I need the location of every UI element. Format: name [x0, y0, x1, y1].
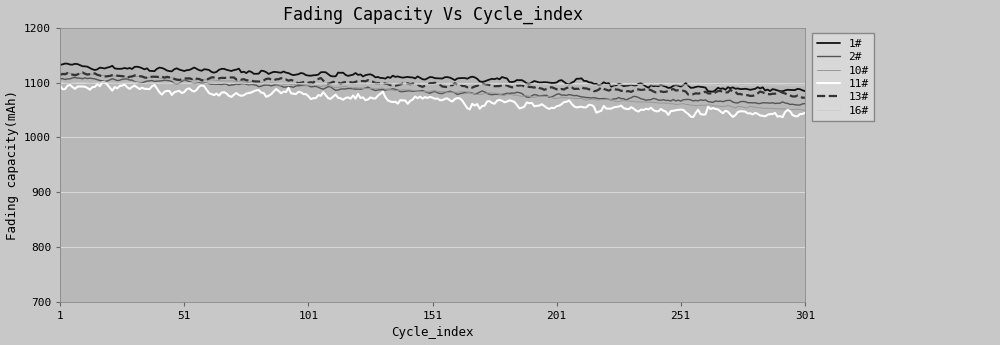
2# [642, 98, 654, 102]
13# [54, 73, 66, 77]
13# [799, 96, 811, 100]
16# [357, 81, 369, 86]
10# [54, 71, 66, 75]
1# [54, 63, 66, 67]
Line: 2#: 2# [60, 78, 805, 105]
1# [749, 87, 761, 91]
16# [714, 83, 726, 88]
2# [794, 103, 806, 107]
16# [642, 83, 654, 87]
2# [357, 87, 369, 91]
X-axis label: Cycle_index: Cycle_index [391, 326, 474, 339]
1# [707, 90, 719, 94]
16# [685, 83, 697, 87]
1# [685, 86, 697, 90]
10# [685, 103, 697, 107]
10# [799, 108, 811, 112]
11# [799, 111, 811, 115]
2# [685, 98, 697, 102]
Line: 11#: 11# [60, 82, 805, 117]
2# [747, 101, 759, 105]
11# [382, 98, 394, 102]
Line: 13#: 13# [60, 72, 805, 98]
13# [566, 85, 578, 89]
11# [357, 95, 369, 99]
2# [69, 76, 81, 80]
10# [357, 87, 369, 91]
11# [685, 115, 697, 119]
13# [796, 96, 808, 100]
1# [382, 75, 394, 79]
Y-axis label: Fading capacity(mAh): Fading capacity(mAh) [6, 90, 19, 240]
Line: 10#: 10# [60, 73, 805, 110]
16# [566, 82, 578, 86]
1# [59, 61, 71, 66]
13# [357, 79, 369, 83]
2# [54, 77, 66, 81]
13# [642, 87, 654, 91]
1# [799, 89, 811, 93]
Line: 16#: 16# [60, 82, 805, 86]
11# [777, 115, 789, 119]
11# [96, 80, 108, 84]
1# [642, 86, 654, 90]
11# [54, 84, 66, 88]
16# [129, 80, 141, 84]
Line: 1#: 1# [60, 63, 805, 92]
10# [59, 71, 71, 75]
10# [642, 100, 654, 104]
16# [382, 82, 394, 86]
10# [566, 96, 578, 100]
1# [357, 75, 369, 79]
2# [566, 93, 578, 97]
11# [642, 107, 654, 111]
16# [799, 83, 811, 87]
10# [382, 87, 394, 91]
1# [566, 81, 578, 85]
10# [747, 105, 759, 109]
2# [382, 87, 394, 91]
13# [685, 92, 697, 96]
11# [747, 112, 759, 117]
16# [749, 83, 761, 87]
Legend: 1#, 2#, 10#, 11#, 13#, 16#: 1#, 2#, 10#, 11#, 13#, 16# [812, 33, 874, 121]
2# [799, 101, 811, 106]
Title: Fading Capacity Vs Cycle_index: Fading Capacity Vs Cycle_index [283, 6, 583, 24]
13# [747, 94, 759, 98]
13# [382, 82, 394, 86]
13# [76, 70, 88, 75]
16# [54, 80, 66, 85]
11# [566, 101, 578, 106]
